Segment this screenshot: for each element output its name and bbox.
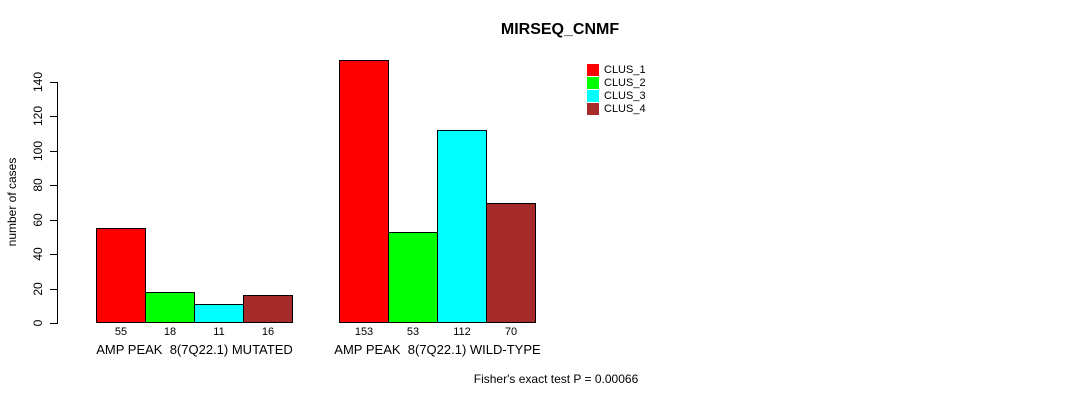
y-tick-mark xyxy=(50,82,58,83)
y-tick-mark xyxy=(50,116,58,117)
bar-value-label: 16 xyxy=(261,326,275,338)
legend-swatch-clus_2 xyxy=(587,77,599,89)
bar-value-label: 55 xyxy=(114,326,128,338)
y-tick-label: 120 xyxy=(31,106,45,127)
y-tick-mark xyxy=(50,323,58,324)
y-tick-label: 0 xyxy=(31,319,45,327)
category-label: AMP PEAK 8(7Q22.1) MUTATED xyxy=(96,342,293,357)
legend-label: CLUS_1 xyxy=(604,64,646,76)
bar-value-label: 53 xyxy=(406,326,420,338)
y-tick-label: 40 xyxy=(31,247,45,261)
legend-swatch-clus_4 xyxy=(587,103,599,115)
bar-clus_4-group1 xyxy=(243,295,293,323)
bar-clus_3-group2 xyxy=(437,130,487,323)
y-tick-mark xyxy=(50,220,58,221)
bar-value-label: 11 xyxy=(213,326,225,338)
bar-clus_1-group2 xyxy=(339,59,389,323)
y-axis-title: number of cases xyxy=(5,157,19,247)
y-tick-mark xyxy=(50,185,58,186)
bar-value-label: 70 xyxy=(504,326,518,338)
bar-clus_3-group1 xyxy=(194,304,244,323)
y-tick-label: 20 xyxy=(31,281,45,296)
y-tick-label: 100 xyxy=(31,140,45,161)
legend-swatch-clus_3 xyxy=(587,90,599,102)
y-tick-label: 140 xyxy=(31,71,45,93)
bar-clus_1-group1 xyxy=(96,228,146,323)
bar-value-label: 18 xyxy=(163,326,177,338)
legend-label: CLUS_3 xyxy=(604,90,646,102)
chart-title: MIRSEQ_CNMF xyxy=(500,21,620,38)
y-axis-line xyxy=(57,82,58,323)
bar-clus_2-group2 xyxy=(388,231,438,323)
bar-value-label: 112 xyxy=(453,326,471,338)
bar-clus_4-group2 xyxy=(486,202,536,323)
fisher-test-annotation: Fisher's exact test P = 0.00066 xyxy=(473,372,639,386)
y-tick-mark xyxy=(50,151,58,152)
y-tick-label: 60 xyxy=(31,213,45,227)
legend-label: CLUS_4 xyxy=(604,103,646,115)
legend-swatch-clus_1 xyxy=(587,64,599,76)
bar-clus_2-group1 xyxy=(145,292,195,323)
category-label: AMP PEAK 8(7Q22.1) WILD-TYPE xyxy=(334,342,541,357)
bar-value-label: 153 xyxy=(354,326,374,338)
y-tick-label: 80 xyxy=(31,178,45,192)
y-tick-mark xyxy=(50,254,58,255)
legend-label: CLUS_2 xyxy=(604,77,646,89)
y-tick-mark xyxy=(50,289,58,290)
